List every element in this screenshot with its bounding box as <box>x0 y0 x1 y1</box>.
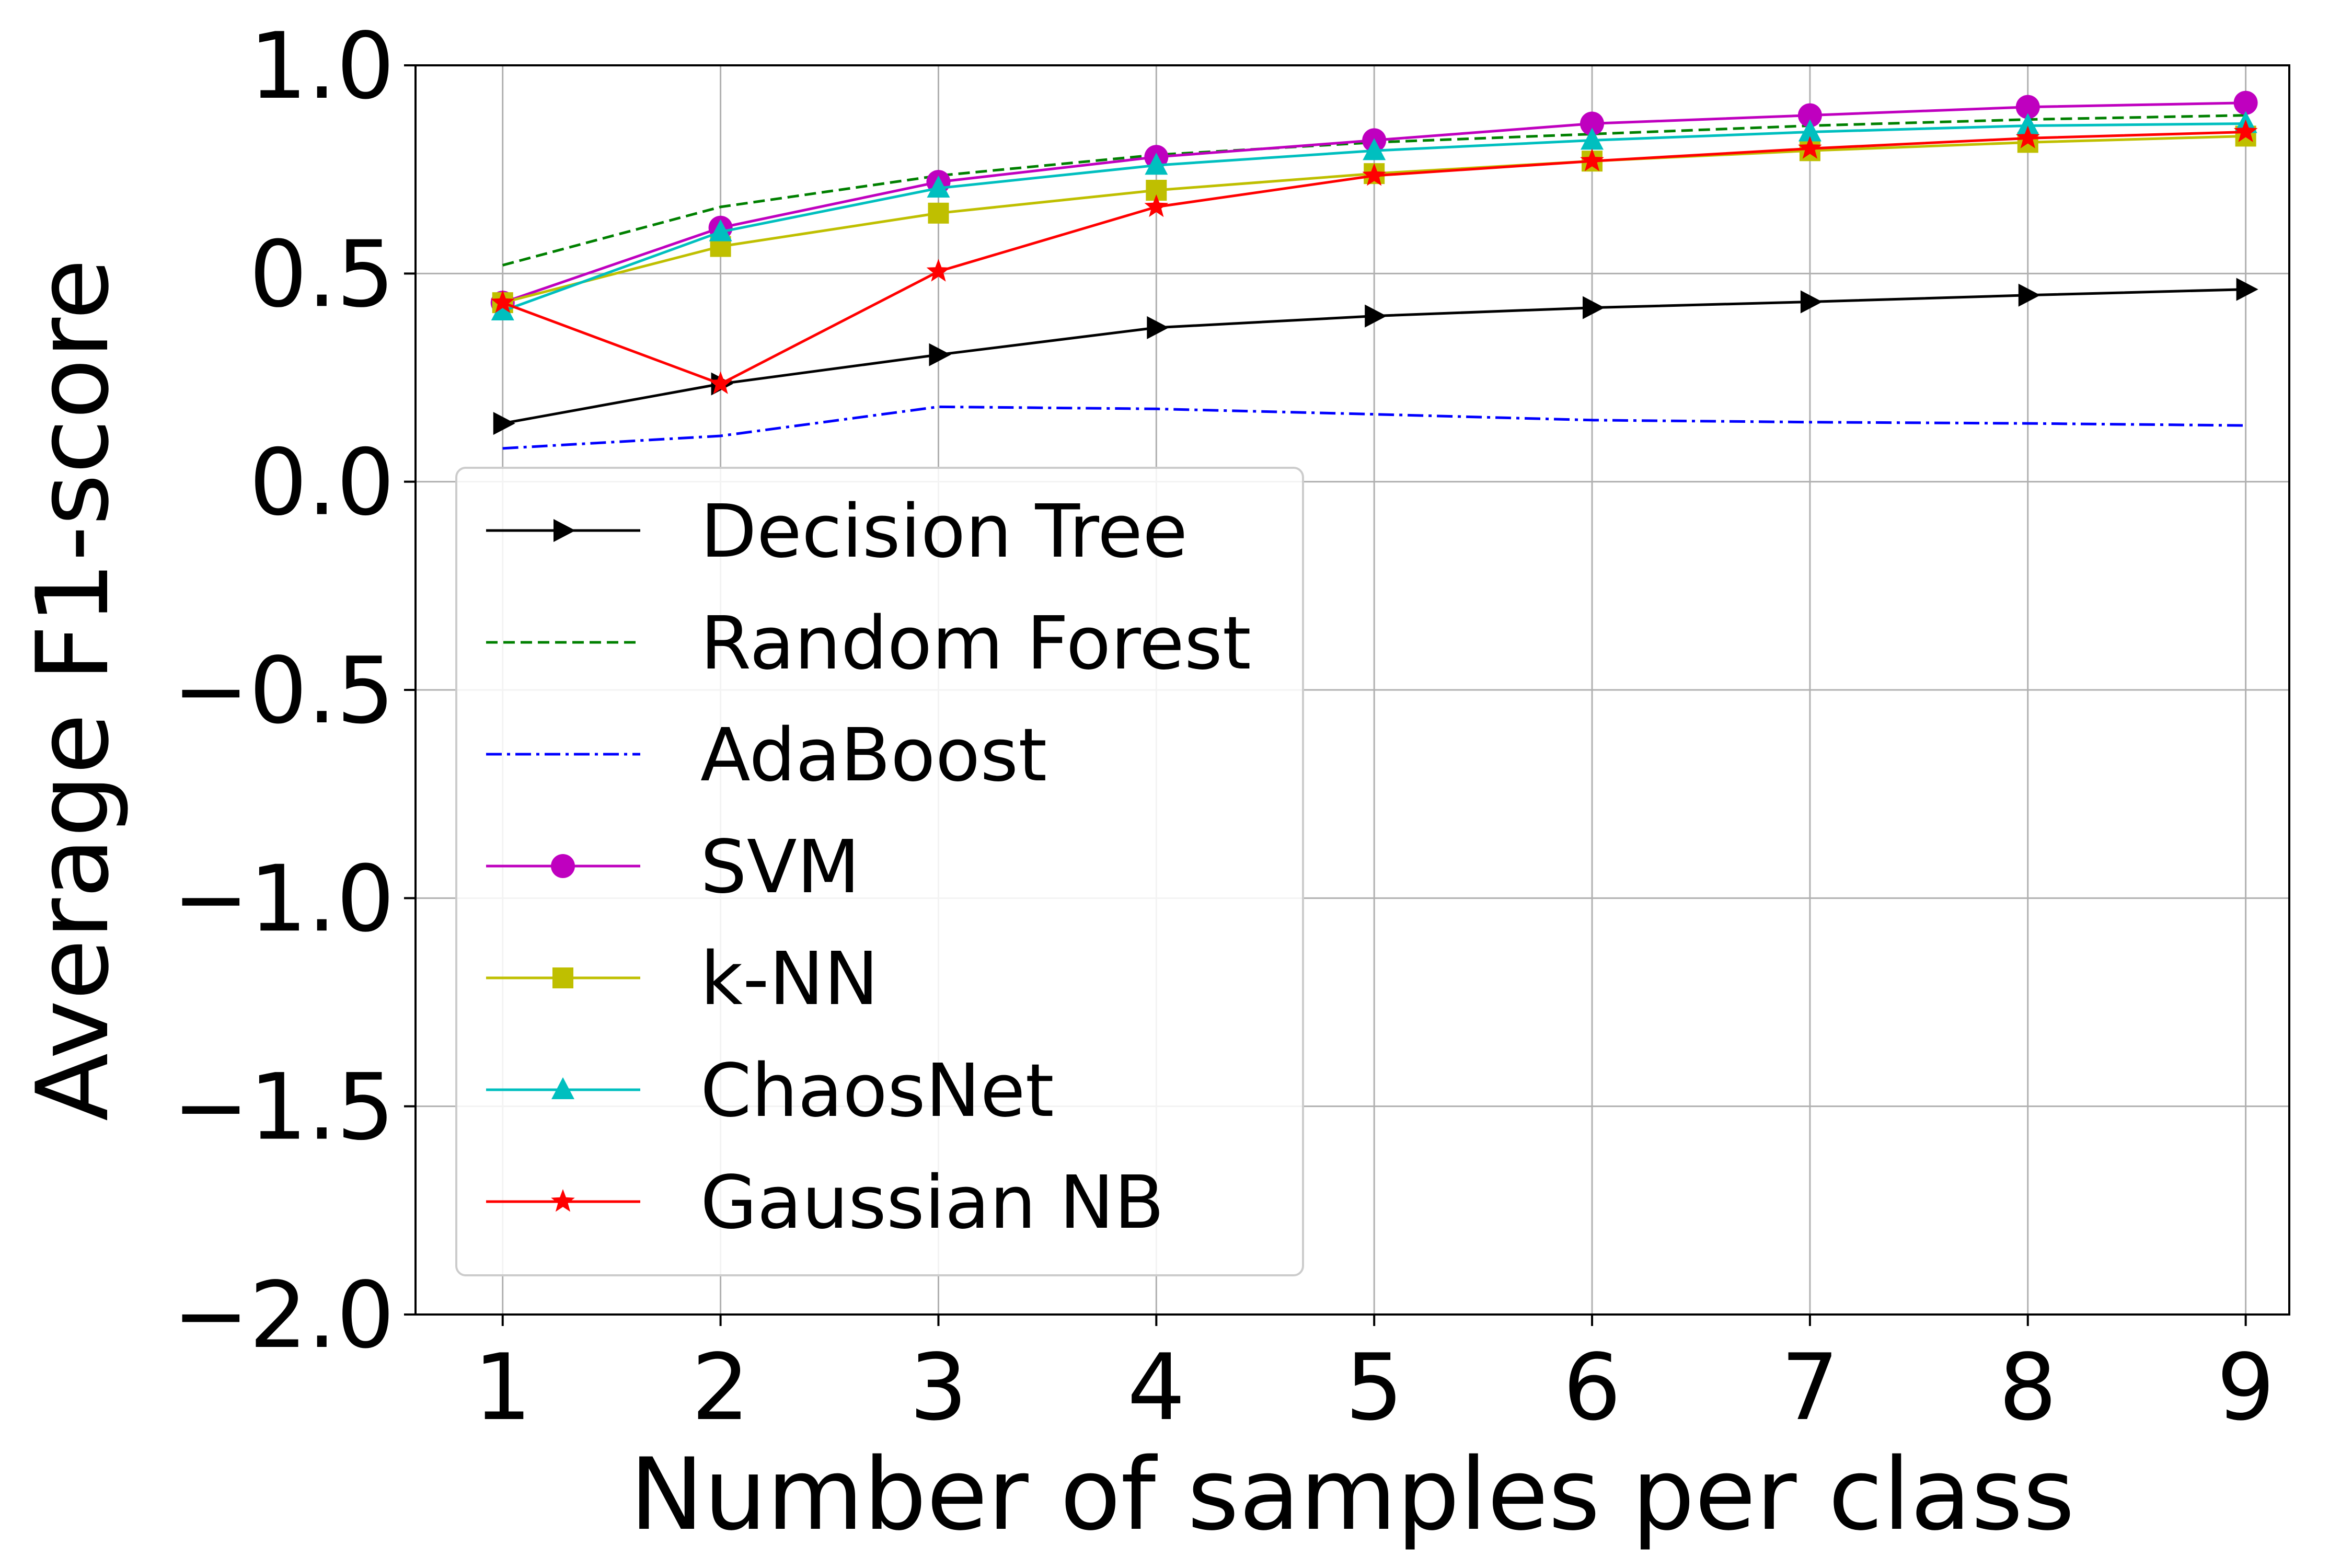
data-point <box>926 259 951 282</box>
x-tick-label: 9 <box>2217 1335 2275 1441</box>
series-chaosnet <box>491 111 2257 321</box>
legend-label: Gaussian NB <box>700 1160 1165 1246</box>
data-point <box>2236 278 2258 301</box>
x-tick-label: 6 <box>1563 1335 1621 1441</box>
data-point <box>1362 163 1386 186</box>
series-gaussian-nb <box>490 119 2258 394</box>
data-point <box>2233 119 2258 142</box>
series-lines <box>490 90 2258 450</box>
data-point <box>2015 125 2040 148</box>
x-axis-title: Number of samples per class <box>629 1437 2074 1552</box>
data-point <box>1580 148 1604 171</box>
data-point <box>1581 128 1604 150</box>
data-point <box>2233 90 2258 115</box>
legend-label: SVM <box>700 825 860 910</box>
data-point <box>708 371 733 394</box>
data-point <box>1798 136 1822 159</box>
data-point <box>2015 95 2040 119</box>
data-point <box>928 202 949 224</box>
data-point <box>1797 103 1822 128</box>
y-tick-label: −0.5 <box>172 638 395 744</box>
data-point <box>2018 283 2040 307</box>
y-tick-label: −1.5 <box>172 1055 395 1161</box>
legend-label: Decision Tree <box>700 489 1187 574</box>
y-tick-label: −2.0 <box>172 1263 395 1369</box>
y-tick-label: 1.0 <box>249 14 395 120</box>
series-decision-tree <box>493 278 2258 435</box>
data-point <box>709 219 732 241</box>
y-tick-label: 0.5 <box>249 222 395 328</box>
data-point <box>490 290 515 313</box>
legend-label: AdaBoost <box>700 713 1047 798</box>
data-point <box>493 412 515 435</box>
axes: 1 2 3 4 5 6 7 8 9 −2.0 −1.5 −1.0 −0.5 0.0 0.5 1.0 <box>172 14 2275 1441</box>
legend-label: Random Forest <box>700 601 1251 686</box>
legend-swatch-marker <box>554 519 575 542</box>
legend-item: SVM <box>486 825 860 910</box>
legend-swatch-marker <box>551 854 575 878</box>
legend-box <box>455 467 1304 1276</box>
legend-item: ChaosNet <box>486 1048 1054 1134</box>
y-tick-label: 0.0 <box>249 430 395 536</box>
legend-label: ChaosNet <box>700 1048 1054 1134</box>
legend: Decision Tree Random Forest AdaBoost SVM k-N… <box>455 467 1304 1276</box>
data-point <box>491 298 514 321</box>
x-tick-label: 2 <box>691 1335 750 1441</box>
data-point <box>927 176 950 198</box>
x-tick-label: 3 <box>909 1335 967 1441</box>
x-tick-label: 4 <box>1127 1335 1185 1441</box>
data-point <box>1583 296 1605 319</box>
data-point <box>2016 113 2039 135</box>
legend-item: k-NN <box>486 937 879 1022</box>
data-point <box>1144 194 1169 217</box>
legend-swatch-marker <box>552 967 573 988</box>
legend-item: Decision Tree <box>486 489 1187 574</box>
legend-swatch-marker <box>551 1189 575 1212</box>
data-point <box>1580 111 1605 136</box>
data-point <box>1365 304 1387 328</box>
legend-item: AdaBoost <box>486 713 1047 798</box>
legend-swatch-marker <box>551 1077 574 1099</box>
x-tick-label: 5 <box>1345 1335 1403 1441</box>
data-point <box>929 343 951 366</box>
data-point <box>1363 138 1386 160</box>
y-axis-title: Average F1-score <box>15 259 131 1121</box>
data-point <box>1145 153 1168 175</box>
x-tick-label: 1 <box>474 1335 532 1441</box>
x-tick-label: 7 <box>1781 1335 1839 1441</box>
data-point <box>1147 316 1169 339</box>
x-tick-label: 8 <box>1999 1335 2057 1441</box>
y-tick-label: −1.0 <box>172 846 395 952</box>
data-point <box>1800 290 1823 314</box>
legend-item: Gaussian NB <box>486 1160 1165 1246</box>
data-point <box>1798 119 1821 142</box>
legend-item: Random Forest <box>486 601 1251 686</box>
legend-label: k-NN <box>700 937 879 1022</box>
